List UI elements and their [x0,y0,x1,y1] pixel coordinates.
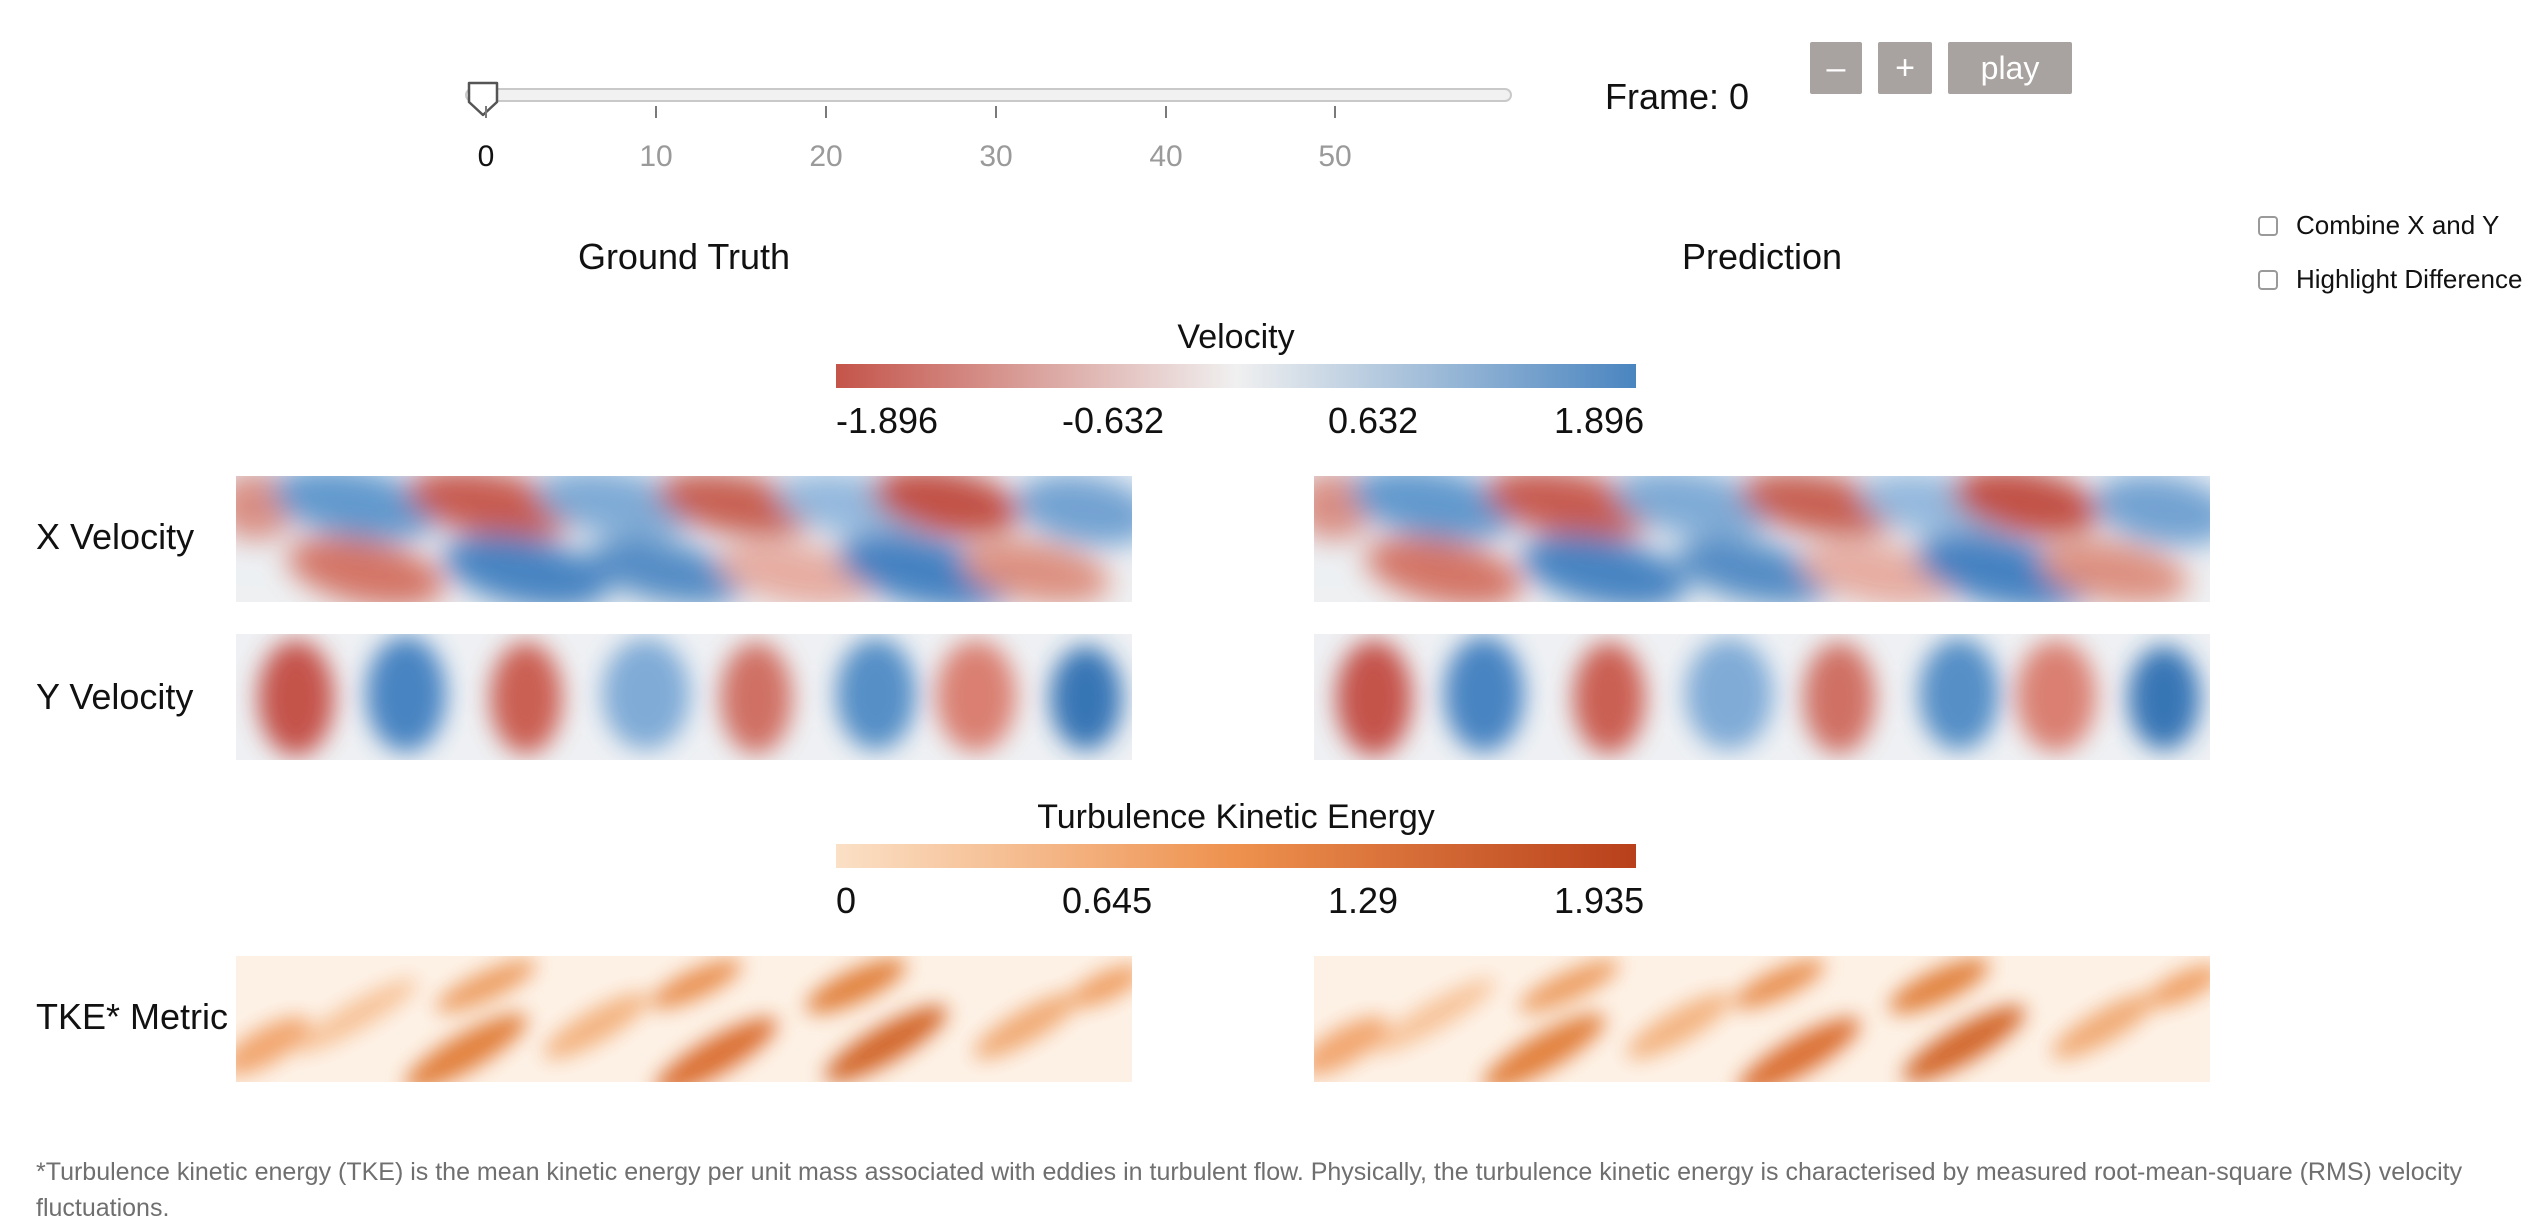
slider-tick [655,106,657,118]
frame-label: Frame: [1605,76,1720,117]
tke-legend-label: 1.935 [1554,880,1645,921]
slider-tick [1165,106,1167,118]
velocity-colorbar [836,364,1636,388]
prediction-tke-field [1314,956,2210,1082]
frame-value: 0 [1729,76,1750,117]
ground-truth-title: Ground Truth [577,236,791,277]
frame-readout: Frame: 0 [1605,76,1749,118]
highlight-difference-checkbox[interactable] [2258,269,2278,290]
ground-truth-x-velocity-field [236,476,1132,602]
slider-tick [995,106,997,118]
combine-xy-option[interactable]: Combine X and Y [2258,210,2499,241]
frame-slider-track[interactable] [465,88,1512,102]
combine-xy-checkbox[interactable] [2258,215,2278,236]
slider-tick-label: 40 [1149,140,1183,173]
x-velocity-row-label: X Velocity [36,516,195,557]
ground-truth-y-velocity-field [236,634,1132,760]
frame-slider-thumb[interactable] [466,80,500,118]
slider-tick [825,106,827,118]
tke-legend-title: Turbulence Kinetic Energy [1037,798,1435,836]
highlight-difference-option[interactable]: Highlight Difference [2258,264,2522,295]
tke-legend-label: 0 [836,880,857,921]
prediction-x-velocity-field [1314,476,2210,602]
prediction-y-velocity-field [1314,634,2210,760]
slider-tick [1334,106,1336,118]
velocity-legend-label: -0.632 [1062,400,1165,441]
tke-row-label: TKE* Metric [36,996,229,1037]
slider-tick-label: 10 [639,140,673,173]
slider-tick-label: 50 [1318,140,1352,173]
slider-tick-label: 20 [809,140,843,173]
slider-tick [485,106,487,118]
tke-colorbar [836,844,1636,868]
y-velocity-row-label: Y Velocity [36,676,194,717]
prediction-title: Prediction [1681,236,1843,277]
tke-footnote: *Turbulence kinetic energy (TKE) is the … [36,1158,2463,1222]
velocity-legend-label: 0.632 [1328,400,1419,441]
highlight-difference-label: Highlight Difference [2296,264,2523,294]
slider-tick-label: 30 [979,140,1013,173]
tke-legend-label: 0.645 [1062,880,1153,921]
ground-truth-tke-field [236,956,1132,1082]
combine-xy-label: Combine X and Y [2296,210,2500,240]
velocity-legend-label: -1.896 [836,400,939,441]
increment-frame-button[interactable]: + [1878,42,1932,94]
play-button[interactable]: play [1948,42,2072,94]
tke-legend-label: 1.29 [1328,880,1399,921]
slider-tick-label: 0 [477,140,495,173]
velocity-legend-title: Velocity [1177,318,1295,356]
decrement-frame-button[interactable]: – [1810,42,1862,94]
velocity-legend-label: 1.896 [1554,400,1645,441]
